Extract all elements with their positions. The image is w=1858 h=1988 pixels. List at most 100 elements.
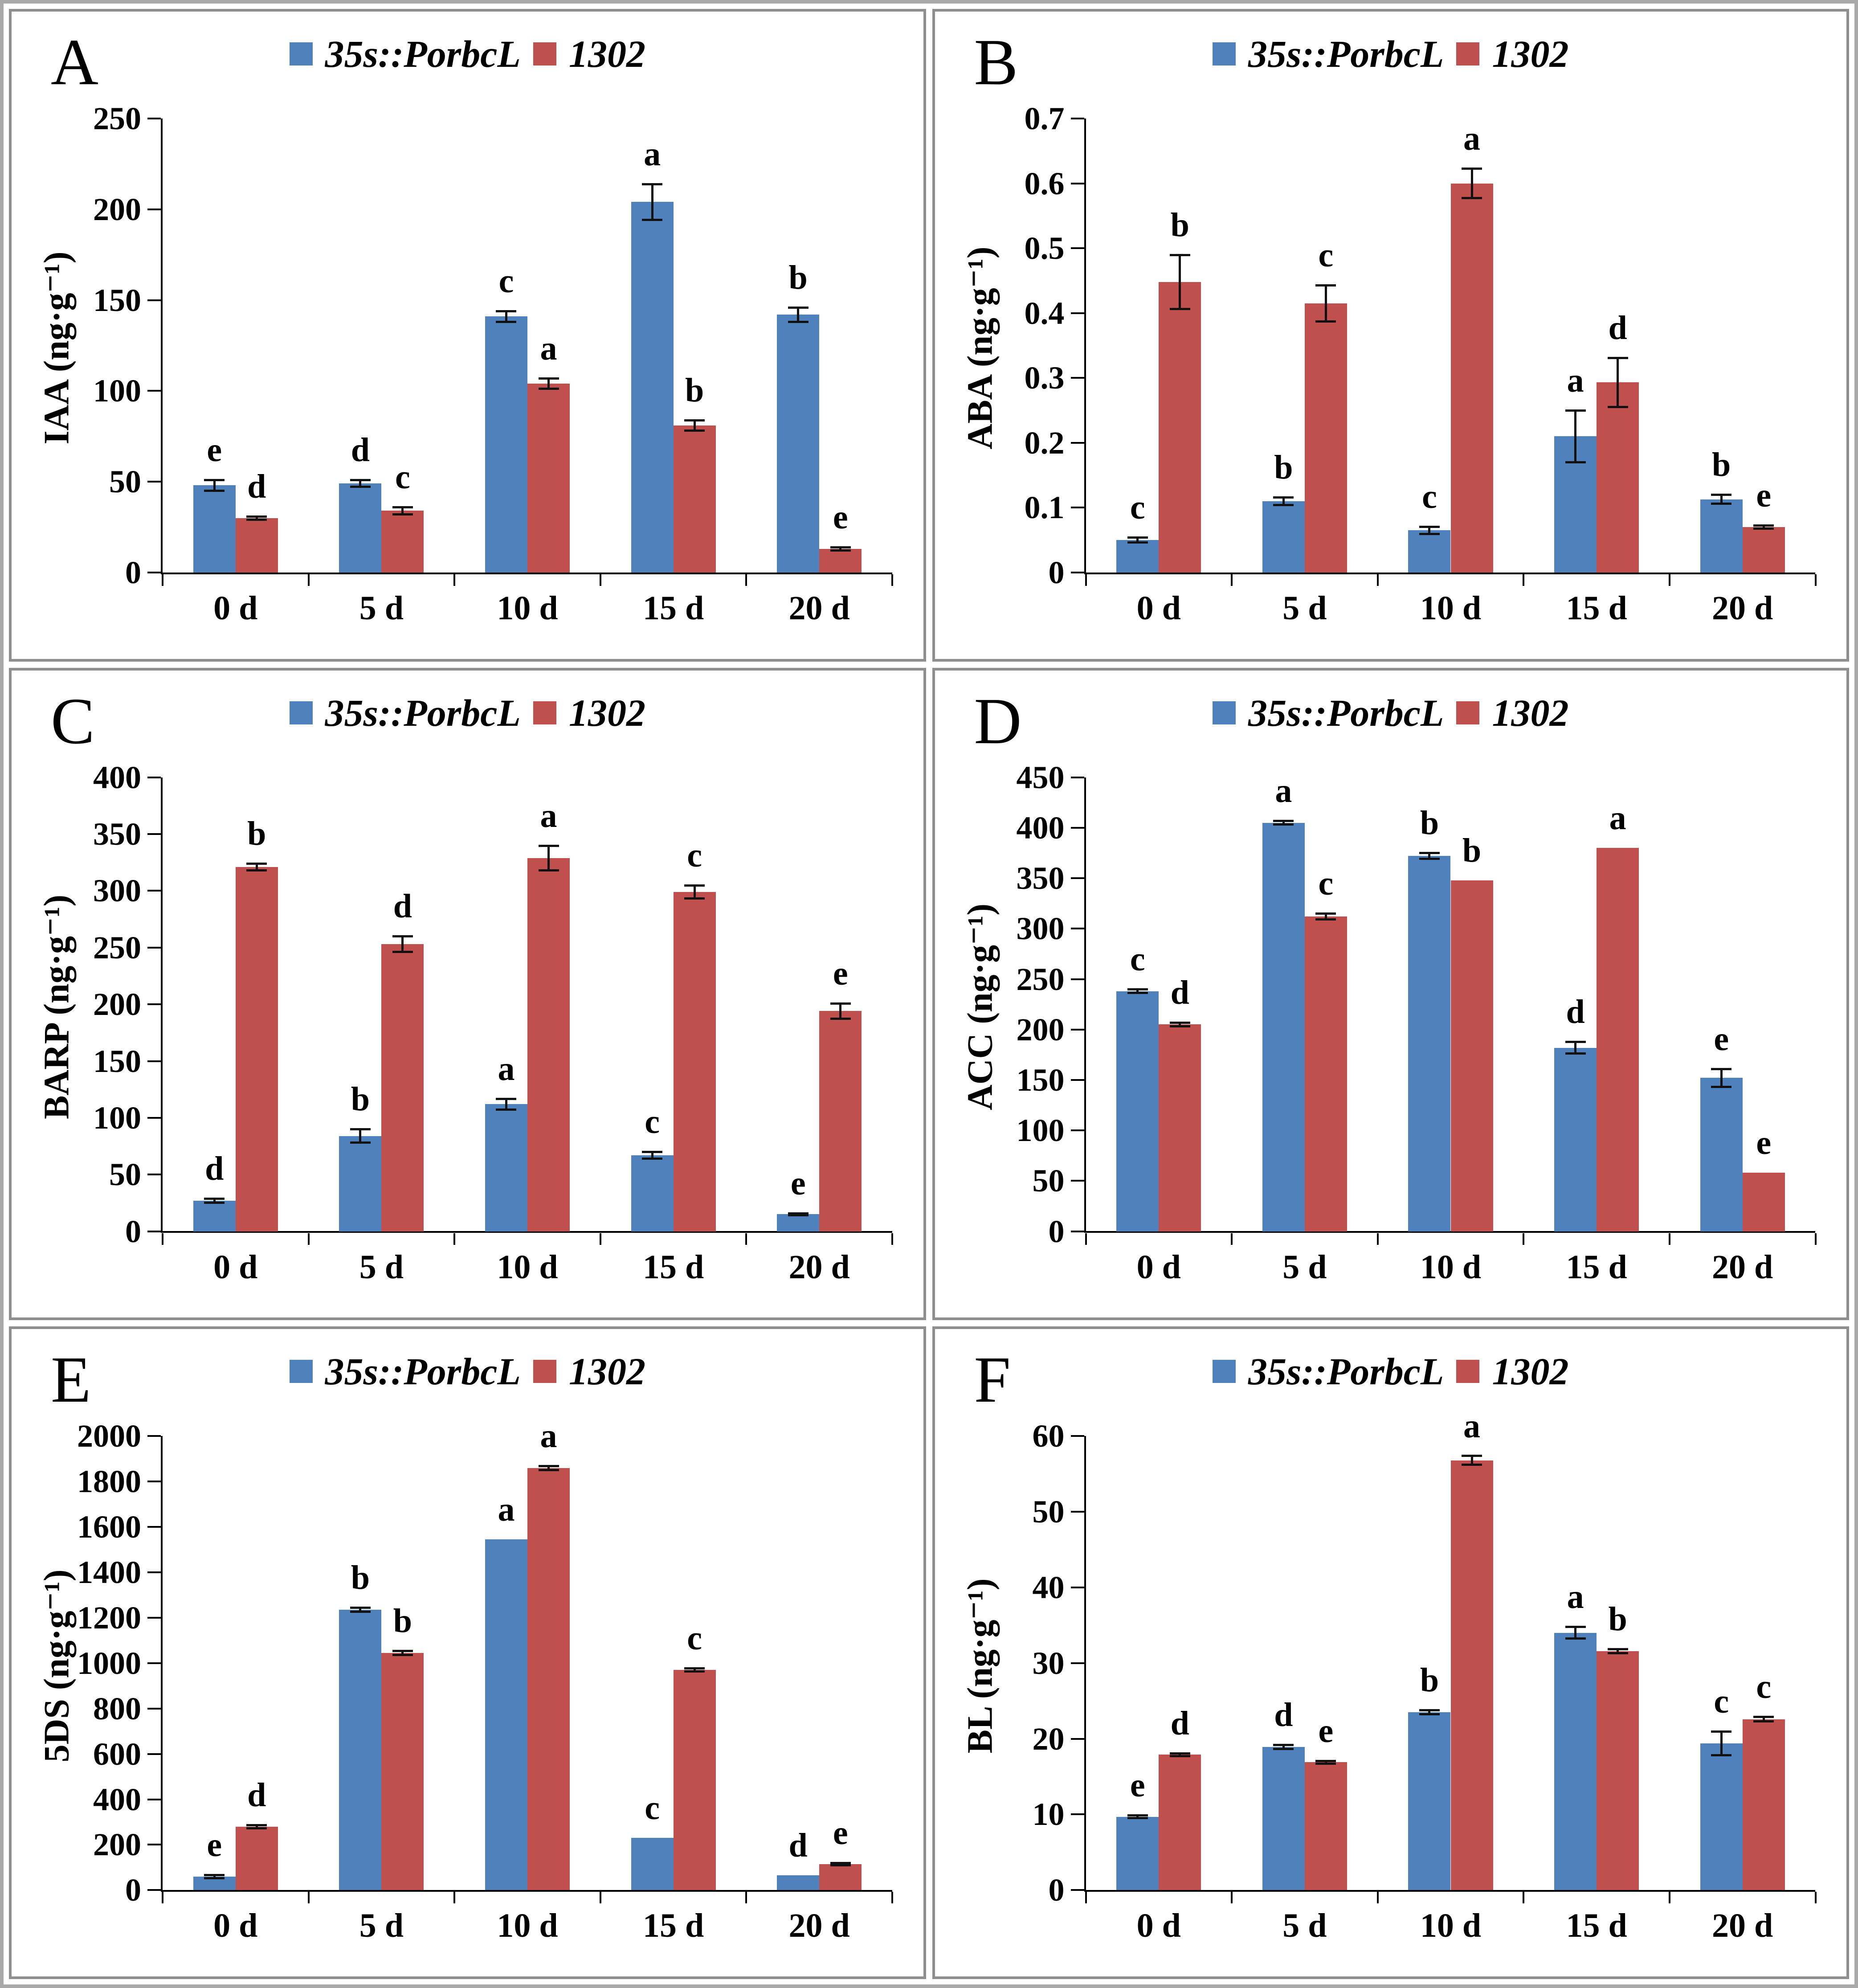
x-axis-tick <box>599 574 601 586</box>
legend-swatch-1302 <box>533 701 556 724</box>
y-axis-tick-label: 0 <box>125 1213 141 1249</box>
x-axis-tick <box>891 1892 893 1904</box>
error-bar-cap <box>204 1201 225 1204</box>
error-bar <box>1428 1710 1431 1715</box>
panel-letter: D <box>974 684 1022 758</box>
bar-35s-porbcl <box>1554 1632 1597 1890</box>
error-bar-cap <box>1127 1816 1148 1819</box>
significance-letter: a <box>1275 772 1292 810</box>
x-axis-category-label: 15 d <box>1566 589 1627 627</box>
x-axis-tick <box>1814 574 1817 586</box>
significance-letter: d <box>247 1776 266 1814</box>
y-axis-tick-label: 60 <box>1032 1418 1065 1454</box>
error-bar-cap <box>350 1611 371 1613</box>
bar-35s-porbcl <box>1700 1078 1743 1231</box>
error-bar-cap <box>538 844 559 847</box>
x-axis-tick <box>1523 1892 1525 1904</box>
legend-swatch-35s-porbcl <box>289 42 313 65</box>
error-bar-cap <box>1565 1052 1586 1055</box>
y-axis-tick <box>147 1174 161 1176</box>
x-axis-tick <box>307 574 310 586</box>
legend-label-35s-porbcl: 35s::PorbcL <box>325 33 521 75</box>
error-bar-cap <box>1753 528 1774 530</box>
error-bar-cap <box>496 310 517 313</box>
y-axis-label: BARP (ng·g⁻¹) <box>37 895 77 1120</box>
error-bar <box>547 1465 550 1470</box>
significance-letter: e <box>1714 1020 1729 1058</box>
bar-1302 <box>673 1670 716 1890</box>
error-bar-cap <box>1753 1716 1774 1718</box>
error-bar <box>1470 1456 1473 1465</box>
x-axis-tick <box>745 1892 747 1904</box>
error-bar-cap <box>1127 992 1148 994</box>
error-bar-cap <box>246 869 267 871</box>
error-bar <box>547 845 550 871</box>
y-axis-tick <box>147 1003 161 1006</box>
y-axis-tick <box>1070 507 1084 509</box>
bar-35s-porbcl <box>339 483 382 573</box>
y-axis-tick <box>147 299 161 301</box>
y-axis-tick <box>147 1117 161 1119</box>
significance-letter: a <box>1567 362 1584 400</box>
bar-1302 <box>1159 282 1201 573</box>
bar-35s-porbcl <box>777 1214 820 1231</box>
error-bar-cap <box>392 950 413 953</box>
significance-letter: e <box>1318 1712 1334 1750</box>
error-bar-cap <box>1273 1748 1294 1751</box>
x-axis-tick <box>1231 574 1233 586</box>
x-axis-category-label: 15 d <box>1566 1907 1627 1945</box>
error-bar <box>797 307 800 322</box>
error-bar <box>401 936 404 952</box>
x-axis-category-label: 5 d <box>1282 1248 1327 1286</box>
error-bar-cap <box>830 1018 851 1020</box>
y-axis-tick-label: 200 <box>93 1827 141 1863</box>
panel-letter: C <box>51 684 95 758</box>
bar-35s-porbcl <box>1262 822 1305 1231</box>
error-bar-cap <box>1127 536 1148 539</box>
x-axis-category-label: 15 d <box>642 1248 704 1286</box>
y-axis-tick <box>1070 247 1084 250</box>
significance-letter: b <box>1462 831 1482 869</box>
error-bar-cap <box>1315 918 1336 920</box>
error-bar-cap <box>1607 1648 1628 1650</box>
error-bar-cap <box>642 1151 663 1154</box>
significance-letter: c <box>1714 1682 1729 1720</box>
x-axis-tick <box>1231 1892 1233 1904</box>
error-bar-cap <box>1565 1040 1586 1043</box>
bar-35s-porbcl <box>1116 991 1159 1231</box>
error-bar-cap <box>496 1097 517 1100</box>
legend-label-1302: 1302 <box>1492 33 1569 75</box>
error-bar-cap <box>204 1877 225 1879</box>
y-axis-tick <box>147 118 161 119</box>
error-bar-cap <box>538 377 559 380</box>
y-axis-tick <box>147 1707 161 1710</box>
significance-letter: a <box>1609 799 1626 837</box>
error-bar-cap <box>830 1861 851 1864</box>
error-bar-cap <box>1169 1752 1190 1755</box>
error-bar-cap <box>1315 284 1336 287</box>
x-axis-tick <box>745 574 747 586</box>
significance-letter: a <box>498 1491 515 1529</box>
error-bar <box>1136 989 1139 994</box>
bar-1302 <box>527 384 570 573</box>
x-axis-tick <box>1085 574 1087 586</box>
bar-35s-porbcl <box>777 1875 820 1890</box>
y-axis-label: ACC (ng·g⁻¹) <box>960 904 1000 1111</box>
bar-1302 <box>235 518 278 573</box>
error-bar <box>693 420 696 431</box>
legend-label-1302: 1302 <box>1492 1350 1569 1393</box>
x-axis-tick <box>599 1233 601 1245</box>
error-bar <box>1136 537 1139 543</box>
significance-letter: a <box>540 797 557 834</box>
significance-letter: d <box>205 1149 224 1187</box>
legend-label-1302: 1302 <box>1492 691 1569 734</box>
panel-d: D 35s::PorbcL 1302 ACC (ng·g⁻¹) 0 50 100 15… <box>932 667 1849 1321</box>
significance-letter: b <box>788 258 808 296</box>
y-axis-tick-label: 50 <box>1032 1163 1065 1199</box>
y-axis-tick-label: 1600 <box>77 1509 141 1545</box>
legend: 35s::PorbcL 1302 <box>12 1352 923 1391</box>
y-axis-tick-label: 350 <box>93 816 141 852</box>
bar-1302 <box>1597 848 1639 1231</box>
